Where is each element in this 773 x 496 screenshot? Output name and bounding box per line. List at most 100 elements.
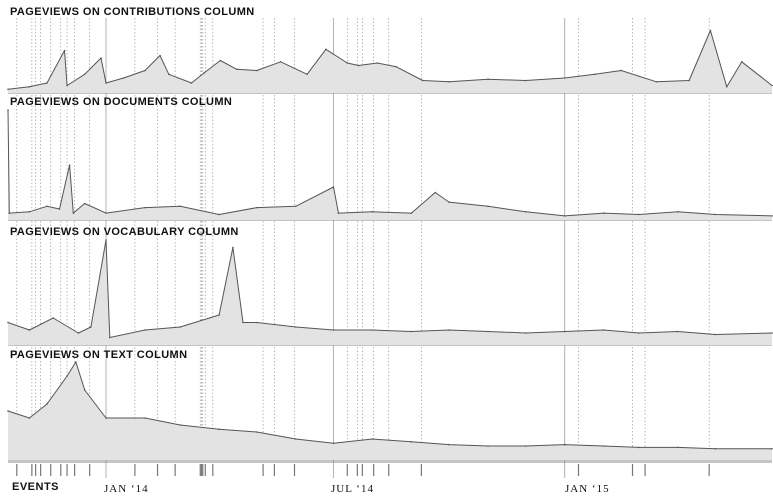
data-point <box>66 375 68 377</box>
data-point <box>563 215 566 217</box>
data-point <box>325 48 327 51</box>
data-point <box>46 82 48 84</box>
data-point <box>294 326 297 328</box>
data-point <box>771 215 773 217</box>
panel-3 <box>7 361 773 461</box>
data-point <box>434 191 437 194</box>
data-point <box>371 329 374 331</box>
data-point <box>108 336 111 339</box>
data-point <box>676 446 679 449</box>
data-point <box>144 417 146 419</box>
data-point <box>144 329 146 331</box>
data-point <box>179 205 181 208</box>
series-line <box>7 361 772 450</box>
data-point <box>395 65 398 68</box>
data-point <box>709 29 712 32</box>
data-point <box>332 442 335 445</box>
data-point <box>72 212 75 214</box>
data-point <box>655 80 658 83</box>
panel-2 <box>7 239 773 346</box>
data-point <box>7 109 9 111</box>
data-point <box>256 69 258 72</box>
data-point <box>46 205 48 208</box>
x-tick-label-jan-14: JAN ‘14 <box>104 483 149 495</box>
data-point <box>376 62 379 64</box>
data-point <box>524 332 527 334</box>
data-point <box>306 73 308 76</box>
data-point <box>448 443 450 446</box>
data-point <box>563 77 566 79</box>
data-point <box>144 69 146 72</box>
series-area <box>8 362 772 460</box>
data-point <box>219 59 222 62</box>
series-line <box>7 239 773 338</box>
data-point <box>279 60 282 63</box>
data-point <box>771 332 773 334</box>
data-point <box>190 82 193 84</box>
data-point <box>638 213 640 216</box>
data-point <box>448 329 450 331</box>
data-point <box>100 57 102 59</box>
data-point <box>232 246 234 249</box>
data-point <box>218 213 220 216</box>
data-point <box>714 333 717 336</box>
data-point <box>105 239 107 241</box>
events-label: EVENTS <box>12 481 60 493</box>
data-point <box>725 85 728 88</box>
series-line <box>7 109 773 217</box>
data-point <box>58 208 61 210</box>
data-point <box>421 79 424 82</box>
data-point <box>620 69 623 72</box>
data-point <box>563 443 566 446</box>
data-point <box>487 205 489 208</box>
data-point <box>122 77 125 79</box>
data-point <box>714 448 717 450</box>
data-point <box>218 314 220 316</box>
data-point <box>294 205 297 208</box>
data-point <box>28 417 31 419</box>
data-point <box>28 85 31 88</box>
data-point <box>602 212 605 214</box>
panel-title-vocabulary: PAGEVIEWS ON VOCABULARY COLUMN <box>10 226 239 238</box>
data-point <box>638 446 640 449</box>
data-point <box>218 428 220 431</box>
data-point <box>28 210 31 213</box>
panel-title-contributions: PAGEVIEWS ON CONTRIBUTIONS COLUMN <box>10 6 255 18</box>
data-point <box>179 326 181 328</box>
panel-1 <box>7 109 773 221</box>
x-tick-label-jan-15: JAN ‘15 <box>565 483 610 495</box>
panel-title-text: PAGEVIEWS ON TEXT COLUMN <box>10 349 188 361</box>
data-point <box>83 73 86 76</box>
panel-0 <box>7 29 773 94</box>
data-point <box>371 210 374 213</box>
series-area <box>8 110 772 220</box>
data-point <box>448 201 450 203</box>
data-point <box>332 329 335 331</box>
data-point <box>83 202 86 205</box>
data-point <box>602 445 605 447</box>
x-tick-label-jul-14: JUL ‘14 <box>331 483 374 495</box>
data-point <box>357 64 360 67</box>
data-point <box>638 332 640 334</box>
series-area <box>8 30 772 93</box>
data-point <box>68 164 71 166</box>
data-point <box>83 389 86 391</box>
data-point <box>168 73 170 76</box>
data-point <box>676 210 679 213</box>
data-point <box>410 330 413 333</box>
data-point <box>741 60 743 63</box>
data-point <box>256 321 258 324</box>
data-point <box>66 84 68 87</box>
data-point <box>77 332 80 334</box>
data-point <box>676 330 679 333</box>
data-point <box>524 445 527 447</box>
data-point <box>7 410 9 412</box>
data-point <box>159 54 161 57</box>
data-point <box>563 330 566 333</box>
data-point <box>487 445 489 447</box>
data-point <box>90 326 92 328</box>
panel-title-documents: PAGEVIEWS ON DOCUMENTS COLUMN <box>10 96 233 108</box>
data-point <box>771 448 773 450</box>
